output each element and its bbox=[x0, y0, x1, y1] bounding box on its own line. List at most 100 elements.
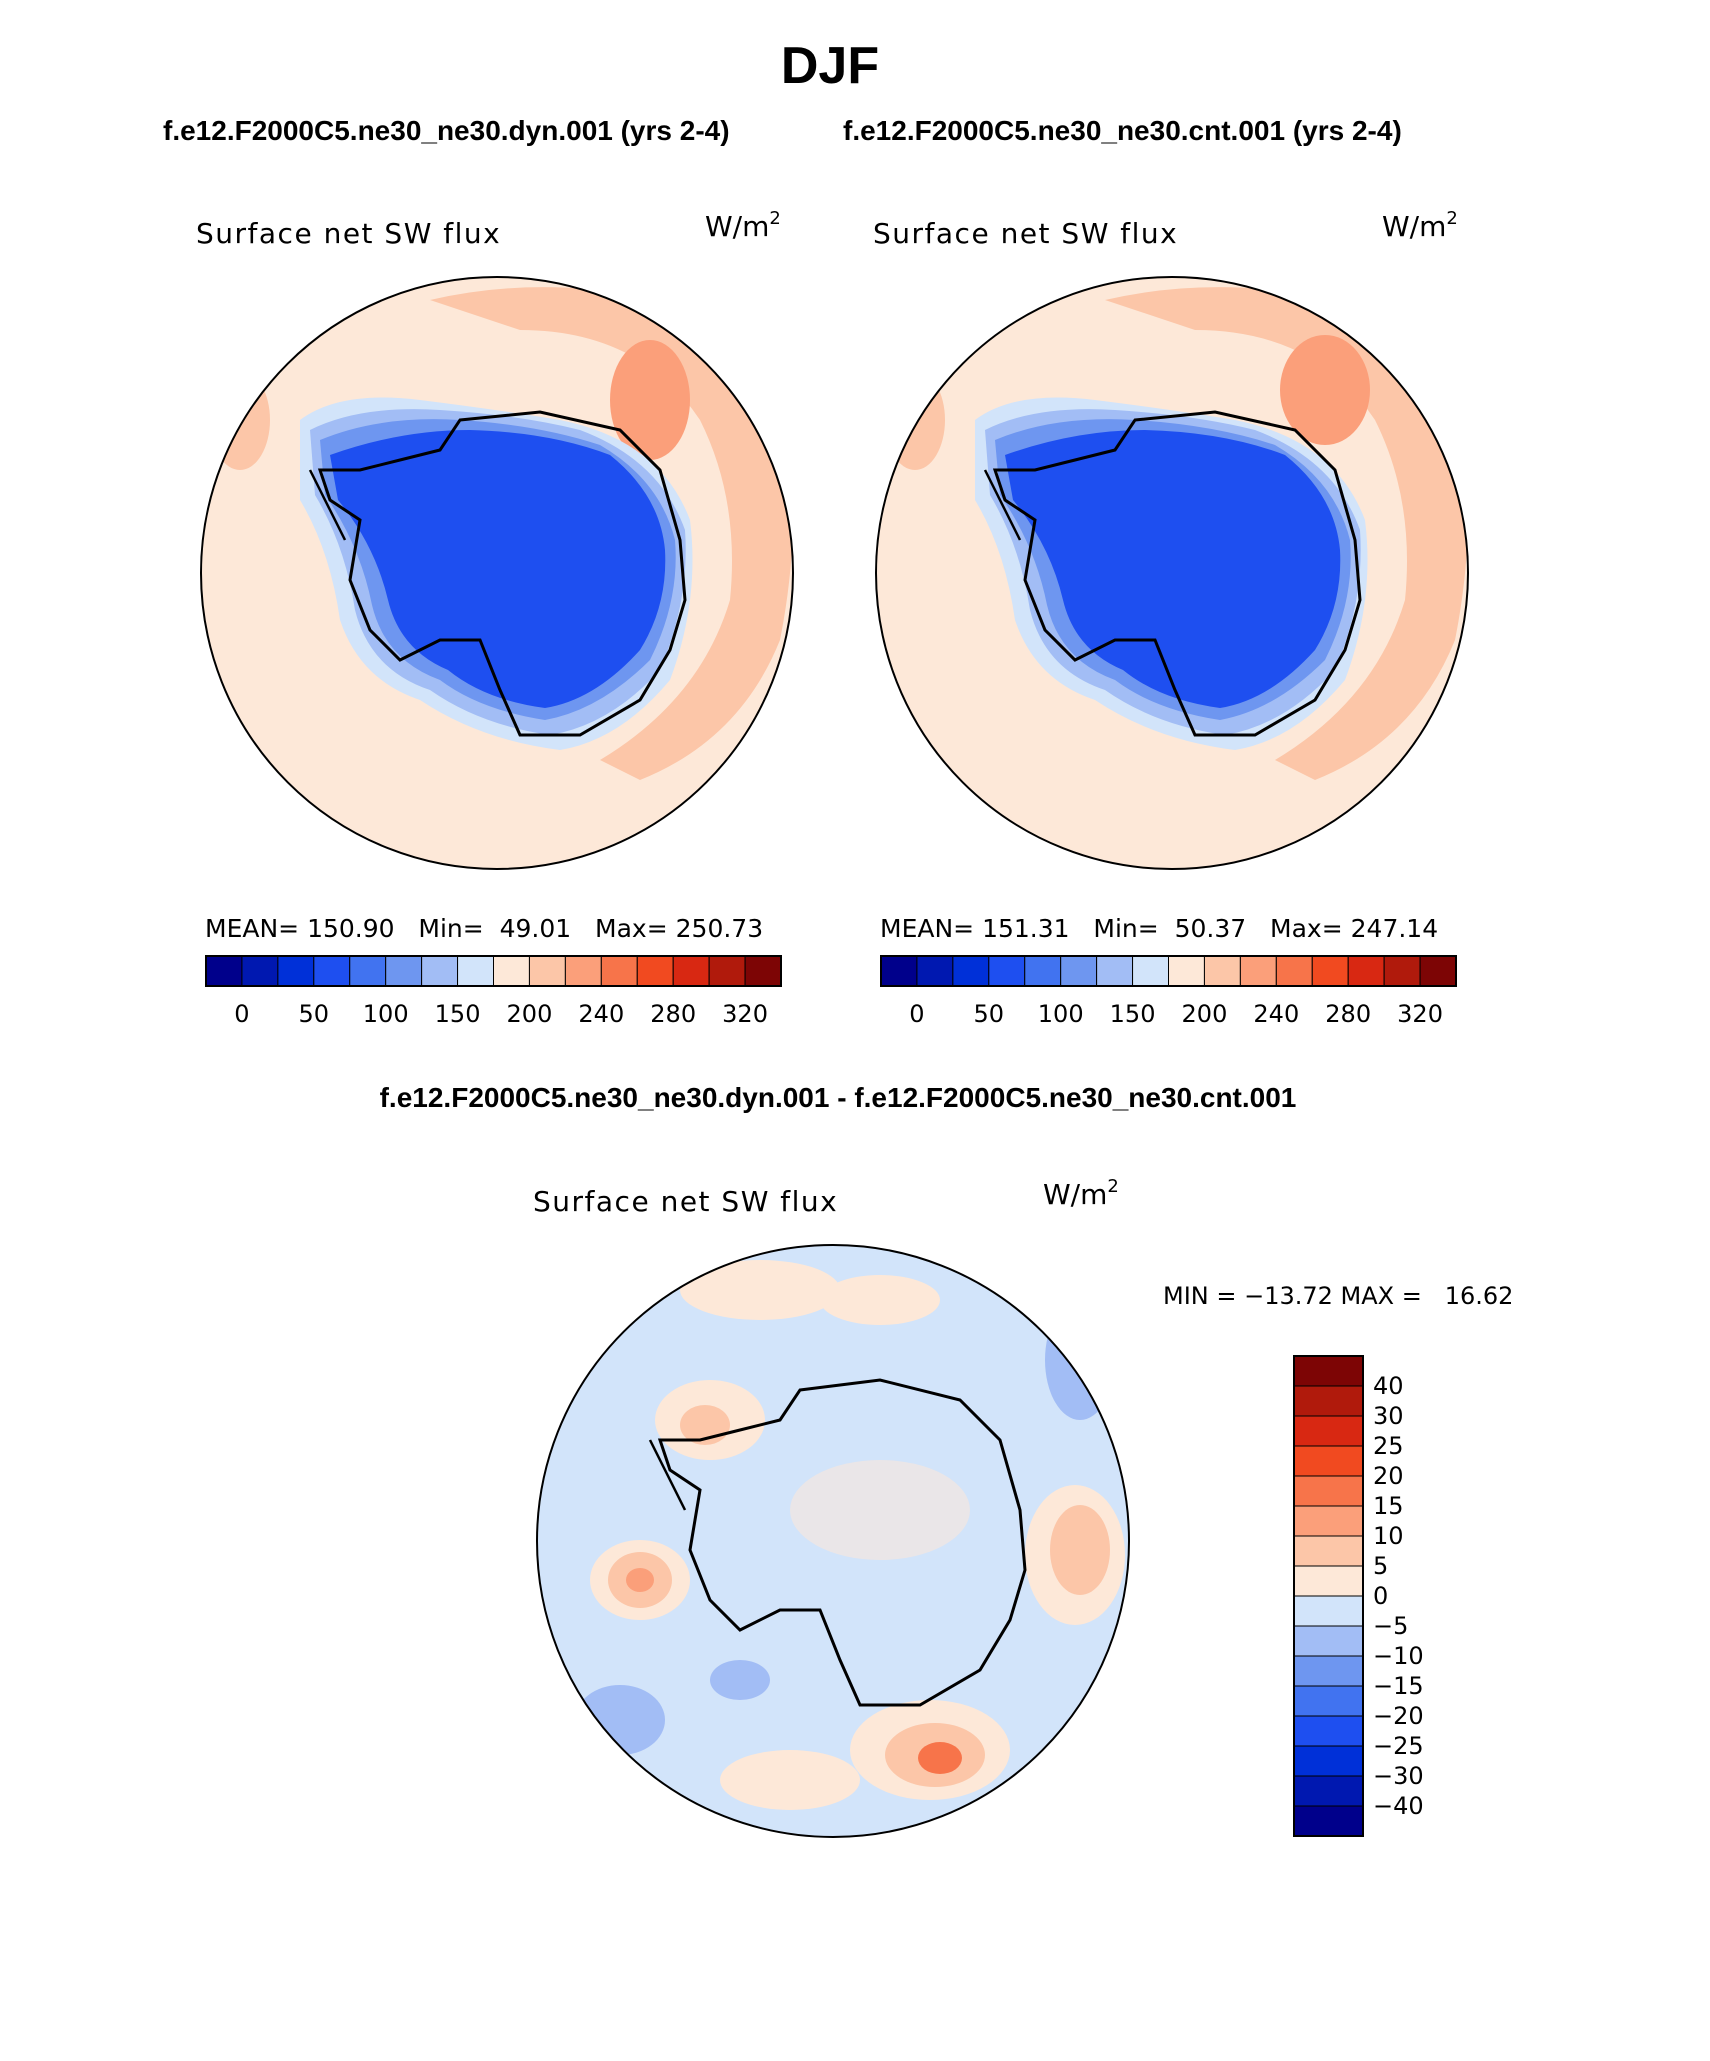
case1-header: f.e12.F2000C5.ne30_ne30.dyn.001 (yrs 2-4… bbox=[163, 115, 730, 146]
difference-colorbar-label: 30 bbox=[1373, 1402, 1404, 1430]
left-colorbar-swatch bbox=[564, 955, 602, 987]
difference-colorbar-swatch bbox=[1293, 1505, 1364, 1537]
right-colorbar-swatch bbox=[1347, 955, 1385, 987]
right-colorbar-tick-label: 150 bbox=[1110, 1000, 1156, 1028]
difference-minmax: MIN = −13.72 MAX = 16.62 bbox=[1163, 1282, 1513, 1310]
difference-colorbar-label: 40 bbox=[1373, 1372, 1404, 1400]
difference-colorbar-swatch bbox=[1293, 1415, 1364, 1447]
difference-colorbar-swatch bbox=[1293, 1565, 1364, 1597]
right-colorbar-swatch bbox=[1311, 955, 1349, 987]
right-colorbar-swatch bbox=[1275, 955, 1313, 987]
right-colorbar-tick-label: 50 bbox=[974, 1000, 1005, 1028]
right-colorbar-swatch bbox=[1203, 955, 1241, 987]
difference-colorbar-frame bbox=[1293, 1355, 1364, 1837]
left-colorbar-tick-label: 50 bbox=[299, 1000, 330, 1028]
left-colorbar-swatch bbox=[349, 955, 387, 987]
right-colorbar-tick-label: 280 bbox=[1325, 1000, 1371, 1028]
case2-header: f.e12.F2000C5.ne30_ne30.cnt.001 (yrs 2-4… bbox=[843, 115, 1402, 146]
difference-colorbar-swatch bbox=[1293, 1445, 1364, 1477]
left-colorbar-tick-label: 280 bbox=[650, 1000, 696, 1028]
left-colorbar-swatch bbox=[636, 955, 674, 987]
left-variable-label: Surface net SW flux bbox=[196, 217, 501, 250]
right-colorbar-swatch bbox=[1060, 955, 1098, 987]
left-colorbar-swatch bbox=[600, 955, 638, 987]
difference-colorbar-swatch bbox=[1293, 1775, 1364, 1807]
left-colorbar-tick-label: 240 bbox=[578, 1000, 624, 1028]
difference-panel: f.e12.F2000C5.ne30_ne30.dyn.001 - f.e12.… bbox=[380, 1082, 1513, 1838]
right-colorbar-swatch bbox=[880, 955, 918, 987]
left-colorbar-swatch bbox=[528, 955, 566, 987]
left-stats: MEAN= 150.90 Min= 49.01 Max= 250.73 bbox=[205, 914, 763, 943]
difference-colorbar-label: −25 bbox=[1373, 1732, 1424, 1760]
right-colorbar-swatch bbox=[1096, 955, 1134, 987]
left-colorbar-swatch bbox=[313, 955, 351, 987]
difference-colorbar-swatch bbox=[1293, 1655, 1364, 1687]
right-colorbar: 0 50 100 150 200 240 280 320 bbox=[880, 955, 1457, 1028]
left-panel: Surface net SW flux W/m2 MEAN= 150.90 Mi… bbox=[196, 208, 794, 1028]
left-colorbar-tick-label: 150 bbox=[435, 1000, 481, 1028]
difference-colorbar-swatch bbox=[1293, 1685, 1364, 1717]
left-colorbar-swatch bbox=[205, 955, 243, 987]
difference-colorbar-label: 10 bbox=[1373, 1522, 1404, 1550]
difference-colorbar-label: 15 bbox=[1373, 1492, 1404, 1520]
difference-colorbar-swatch bbox=[1293, 1385, 1364, 1417]
left-colorbar-tick-label: 100 bbox=[363, 1000, 409, 1028]
right-colorbar-swatch bbox=[1419, 955, 1457, 987]
right-stats: MEAN= 151.31 Min= 50.37 Max= 247.14 bbox=[880, 914, 1438, 943]
difference-colorbar-swatch bbox=[1293, 1595, 1364, 1627]
difference-header: f.e12.F2000C5.ne30_ne30.dyn.001 - f.e12.… bbox=[380, 1082, 1297, 1113]
difference-colorbar-swatch bbox=[1293, 1475, 1364, 1507]
difference-colorbar-swatch bbox=[1293, 1535, 1364, 1567]
difference-colorbar-swatch bbox=[1293, 1715, 1364, 1747]
difference-units: W/m2 bbox=[1043, 1176, 1119, 1211]
left-colorbar-swatch bbox=[493, 955, 530, 987]
left-map bbox=[201, 277, 793, 869]
right-map bbox=[876, 277, 1468, 869]
left-colorbar-swatch bbox=[457, 955, 494, 987]
left-colorbar-tick-label: 200 bbox=[507, 1000, 553, 1028]
difference-colorbar-label: −5 bbox=[1373, 1612, 1408, 1640]
figure-title: DJF bbox=[781, 37, 879, 95]
right-units: W/m2 bbox=[1382, 208, 1458, 243]
right-colorbar-swatch bbox=[988, 955, 1026, 987]
difference-colorbar-label: 5 bbox=[1373, 1552, 1388, 1580]
right-colorbar-tick-label: 320 bbox=[1397, 1000, 1443, 1028]
right-colorbar-swatch bbox=[1132, 955, 1169, 987]
right-colorbar-tick-label: 100 bbox=[1038, 1000, 1084, 1028]
difference-colorbar-swatch bbox=[1293, 1625, 1364, 1657]
right-colorbar-swatch bbox=[1239, 955, 1277, 987]
left-colorbar: 0 50 100 150 200 240 280 320 bbox=[205, 955, 782, 1028]
right-colorbar-swatch bbox=[1024, 955, 1062, 987]
right-colorbar-frame bbox=[880, 955, 1457, 987]
right-colorbar-swatch bbox=[1383, 955, 1421, 987]
difference-variable-label: Surface net SW flux bbox=[533, 1185, 838, 1218]
left-colorbar-swatch bbox=[385, 955, 423, 987]
difference-colorbar-swatch bbox=[1293, 1805, 1364, 1837]
right-variable-label: Surface net SW flux bbox=[873, 217, 1178, 250]
right-colorbar-tick-label: 200 bbox=[1182, 1000, 1228, 1028]
left-colorbar-swatch bbox=[421, 955, 459, 987]
difference-colorbar-label: 25 bbox=[1373, 1432, 1404, 1460]
left-colorbar-swatch bbox=[744, 955, 782, 987]
difference-colorbar-swatch bbox=[1293, 1745, 1364, 1777]
right-colorbar-tick-label: 0 bbox=[909, 1000, 924, 1028]
left-colorbar-swatch bbox=[277, 955, 315, 987]
difference-map bbox=[537, 1245, 1129, 1837]
left-units: W/m2 bbox=[705, 208, 781, 243]
difference-colorbar-label: −10 bbox=[1373, 1642, 1424, 1670]
left-colorbar-tick-label: 0 bbox=[234, 1000, 249, 1028]
left-colorbar-swatch bbox=[241, 955, 279, 987]
difference-colorbar-label: −40 bbox=[1373, 1792, 1424, 1820]
right-colorbar-swatch bbox=[1168, 955, 1205, 987]
difference-colorbar-label: 0 bbox=[1373, 1582, 1388, 1610]
difference-colorbar-label: −30 bbox=[1373, 1762, 1424, 1790]
difference-colorbar-label: −20 bbox=[1373, 1702, 1424, 1730]
left-colorbar-swatch bbox=[708, 955, 746, 987]
difference-colorbar-swatch bbox=[1293, 1355, 1364, 1387]
left-colorbar-tick-label: 320 bbox=[722, 1000, 768, 1028]
left-colorbar-frame bbox=[205, 955, 782, 987]
right-colorbar-tick-label: 240 bbox=[1253, 1000, 1299, 1028]
right-panel: Surface net SW flux W/m2 MEAN= 151.31 Mi… bbox=[873, 208, 1469, 1028]
